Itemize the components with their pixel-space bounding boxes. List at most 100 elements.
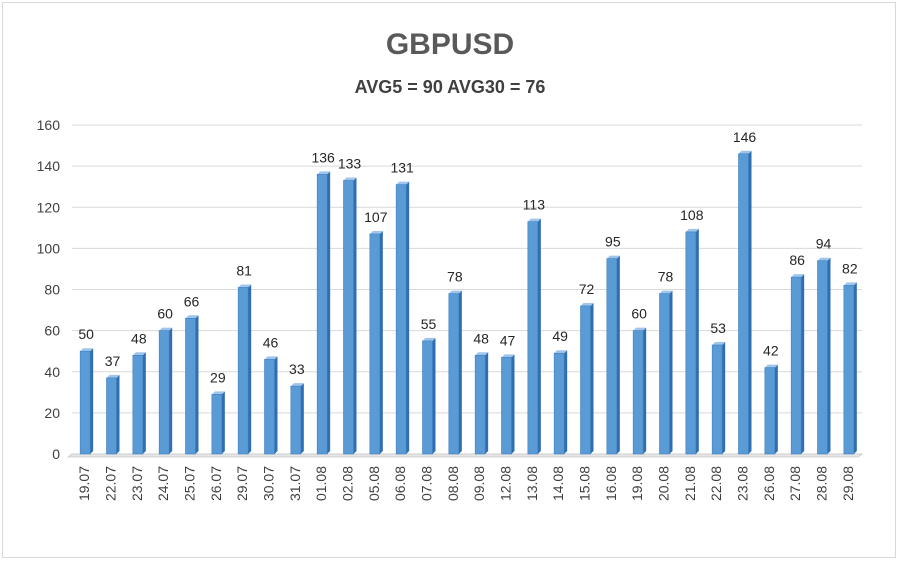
data-label: 133: [338, 156, 362, 172]
data-label: 33: [289, 361, 305, 377]
y-tick-label: 140: [37, 158, 61, 174]
x-tick-label: 01.08: [313, 466, 329, 501]
data-label: 78: [658, 269, 674, 285]
bar: [237, 284, 252, 455]
x-tick-label: 20.08: [656, 466, 672, 501]
data-label: 60: [157, 306, 173, 322]
x-tick-label: 12.08: [498, 466, 514, 501]
data-label: 113: [523, 197, 546, 213]
y-tick-label: 100: [37, 240, 61, 256]
bar: [79, 348, 94, 455]
x-tick-label: 29.07: [234, 466, 250, 501]
x-tick-label: 21.08: [682, 466, 698, 501]
bar: [580, 302, 594, 455]
bar: [527, 218, 541, 455]
bar: [843, 282, 857, 455]
bar: [764, 364, 778, 455]
data-label: 131: [390, 160, 414, 176]
bar: [211, 391, 225, 455]
y-tick-label: 60: [44, 323, 60, 339]
bar: [106, 374, 120, 455]
data-label: 66: [184, 293, 200, 309]
data-label: 78: [447, 269, 463, 285]
x-tick-label: 28.08: [814, 466, 830, 501]
x-tick-label: 26.08: [761, 466, 777, 501]
data-label: 81: [236, 262, 252, 278]
x-tick-label: 19.07: [76, 466, 92, 501]
x-tick-label: 31.07: [287, 466, 303, 501]
x-tick-label: 07.08: [419, 466, 435, 501]
bar: [685, 228, 699, 455]
x-tick-label: 27.08: [787, 466, 803, 501]
data-label: 48: [473, 330, 489, 346]
chart-title: GBPUSD: [385, 28, 515, 61]
x-tick-label: 23.08: [735, 466, 751, 501]
data-label: 50: [78, 326, 94, 342]
y-tick-label: 80: [44, 282, 60, 298]
x-tick-label: 05.08: [366, 466, 382, 501]
x-tick-label: 30.07: [261, 466, 277, 501]
data-label: 46: [263, 334, 279, 350]
data-label: 55: [421, 316, 437, 332]
bar: [158, 327, 173, 455]
x-tick-label: 06.08: [392, 466, 408, 501]
data-label: 48: [131, 330, 147, 346]
bar: [474, 352, 489, 455]
chart-floor: [66, 453, 864, 458]
bar: [817, 257, 831, 455]
y-tick-label: 20: [44, 405, 60, 421]
bar: [448, 290, 462, 455]
data-label: 108: [680, 207, 704, 223]
data-label: 60: [631, 306, 647, 322]
data-label: 94: [816, 236, 832, 252]
x-tick-label: 22.08: [708, 466, 724, 501]
data-label: 42: [763, 343, 779, 359]
data-label: 95: [605, 234, 621, 250]
bar: [659, 290, 673, 455]
data-label: 107: [364, 209, 388, 225]
x-tick-label: 29.08: [840, 466, 856, 501]
y-tick-label: 120: [37, 199, 61, 215]
data-label: 146: [733, 129, 757, 145]
data-label: 136: [311, 149, 335, 165]
data-label: 86: [789, 252, 805, 268]
bar: [395, 181, 410, 455]
x-tick-label: 14.08: [550, 466, 566, 501]
data-label: 47: [500, 332, 516, 348]
bar: [316, 171, 331, 455]
y-tick-label: 160: [37, 117, 61, 133]
bar: [790, 274, 805, 455]
bar: [264, 356, 278, 455]
bar: [185, 315, 199, 455]
bar: [422, 337, 436, 455]
data-label: 29: [210, 369, 226, 385]
x-tick-label: 23.07: [129, 466, 145, 501]
bar: [553, 350, 568, 455]
bar: [132, 352, 146, 455]
x-tick-label: 25.07: [182, 466, 198, 501]
x-tick-label: 19.08: [629, 466, 645, 501]
x-tick-label: 08.08: [445, 466, 461, 501]
bar: [501, 354, 515, 455]
bar: [738, 150, 752, 455]
bar: [290, 383, 304, 455]
x-tick-label: 13.08: [524, 466, 540, 501]
chart-subtitle: AVG5 = 90 AVG30 = 76: [354, 77, 546, 97]
x-tick-label: 26.07: [208, 466, 224, 501]
x-tick-label: 15.08: [577, 466, 593, 501]
x-tick-label: 16.08: [603, 466, 619, 501]
data-label: 37: [105, 353, 121, 369]
x-tick-label: 24.07: [155, 466, 171, 501]
bar: [711, 342, 726, 455]
bar: [343, 177, 357, 455]
data-label: 49: [552, 328, 568, 344]
x-tick-label: 22.07: [103, 466, 119, 501]
x-tick-label: 02.08: [340, 466, 356, 501]
data-label: 72: [579, 281, 595, 297]
y-tick-label: 0: [52, 446, 60, 462]
x-tick-label: 09.08: [471, 466, 487, 501]
data-label: 53: [710, 320, 726, 336]
bar: [606, 255, 620, 455]
bar: [369, 230, 383, 455]
